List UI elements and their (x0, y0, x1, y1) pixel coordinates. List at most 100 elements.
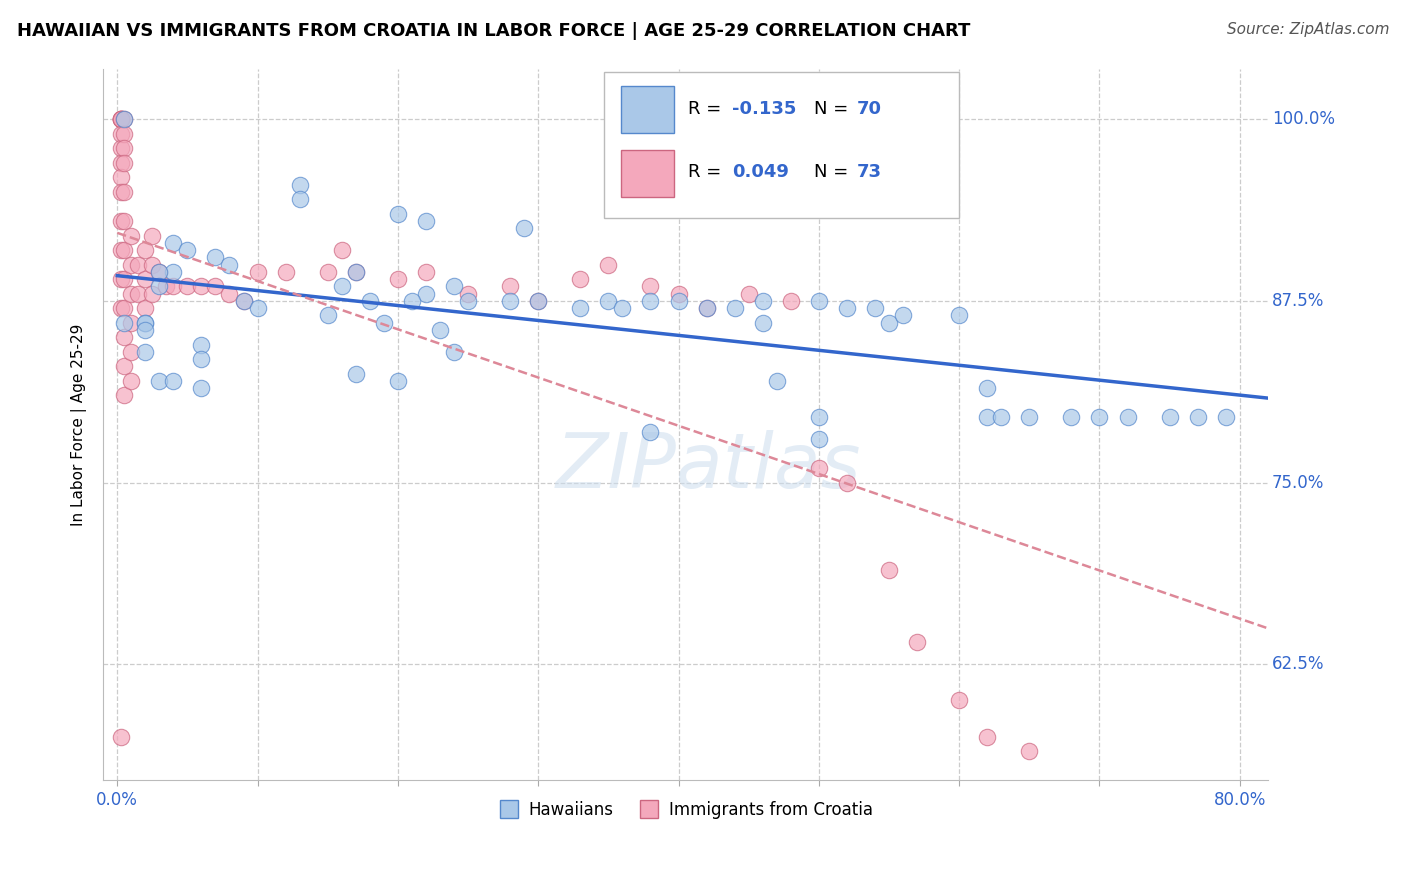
Point (112, 301, 135, 316)
Point (527, 293, 550, 308)
Point (863, 301, 886, 316)
Point (751, 293, 773, 308)
Point (835, 475, 858, 490)
Point (1088, 410, 1111, 425)
Point (429, 323, 451, 337)
Point (218, 258, 240, 272)
Point (288, 178, 311, 192)
Point (134, 316, 156, 330)
Point (112, 243, 135, 257)
Point (112, 316, 135, 330)
Point (110, 112, 132, 127)
Point (696, 301, 718, 316)
Point (668, 293, 690, 308)
Point (905, 635, 928, 649)
Point (807, 432, 830, 446)
Y-axis label: In Labor Force | Age 25-29: In Labor Force | Age 25-29 (72, 323, 87, 525)
Point (162, 265, 184, 279)
Point (110, 112, 132, 127)
Text: ZIPatlas: ZIPatlas (557, 430, 862, 504)
Point (443, 279, 465, 293)
Point (110, 272, 132, 286)
Point (1060, 410, 1083, 425)
Point (640, 425, 662, 439)
Point (148, 374, 170, 388)
Point (190, 337, 212, 351)
Point (127, 286, 149, 301)
Point (330, 279, 353, 293)
Point (141, 228, 163, 243)
Point (765, 374, 787, 388)
Point (626, 149, 648, 163)
Point (110, 214, 132, 228)
Point (110, 112, 132, 127)
Point (112, 141, 135, 155)
Point (110, 112, 132, 127)
Point (110, 141, 132, 155)
Point (948, 309, 970, 323)
Point (232, 293, 254, 308)
Point (112, 112, 135, 127)
Point (120, 258, 142, 272)
Point (134, 323, 156, 337)
Point (807, 293, 830, 308)
Text: 62.5%: 62.5% (1272, 655, 1324, 673)
Point (162, 279, 184, 293)
Point (751, 316, 773, 330)
Point (190, 279, 212, 293)
Point (891, 309, 914, 323)
Point (877, 316, 900, 330)
Point (162, 374, 184, 388)
Text: 100.0%: 100.0% (1272, 111, 1336, 128)
FancyBboxPatch shape (605, 72, 959, 218)
Point (640, 279, 662, 293)
Text: -0.135: -0.135 (733, 100, 796, 118)
Point (569, 272, 592, 286)
Point (112, 127, 135, 141)
Point (134, 272, 156, 286)
Point (112, 359, 135, 374)
Point (668, 286, 690, 301)
Point (948, 693, 970, 707)
Point (316, 309, 339, 323)
Point (387, 207, 409, 221)
Point (148, 279, 170, 293)
Point (344, 265, 367, 279)
Point (976, 410, 998, 425)
Text: 0.049: 0.049 (733, 162, 789, 181)
Point (457, 293, 479, 308)
Point (387, 272, 409, 286)
Text: 75.0%: 75.0% (1272, 474, 1324, 491)
Point (598, 293, 620, 308)
Point (976, 730, 998, 744)
Point (120, 374, 142, 388)
Point (807, 461, 830, 475)
Point (569, 301, 592, 316)
Point (737, 286, 759, 301)
Point (976, 381, 998, 395)
Point (288, 192, 311, 206)
Point (110, 127, 132, 141)
Point (835, 301, 858, 316)
Point (415, 265, 437, 279)
Point (527, 293, 550, 308)
Point (112, 330, 135, 344)
Point (640, 293, 662, 308)
Point (110, 170, 132, 185)
Text: R =: R = (688, 100, 727, 118)
Point (110, 112, 132, 127)
Point (1215, 410, 1237, 425)
Point (401, 293, 423, 308)
Point (134, 316, 156, 330)
Point (246, 265, 269, 279)
Point (148, 265, 170, 279)
Point (1018, 744, 1040, 758)
Point (148, 265, 170, 279)
Text: 73: 73 (856, 162, 882, 181)
Point (1116, 410, 1139, 425)
Point (112, 156, 135, 170)
Point (190, 352, 212, 367)
Point (612, 301, 634, 316)
Point (316, 265, 339, 279)
Text: N =: N = (814, 162, 853, 181)
